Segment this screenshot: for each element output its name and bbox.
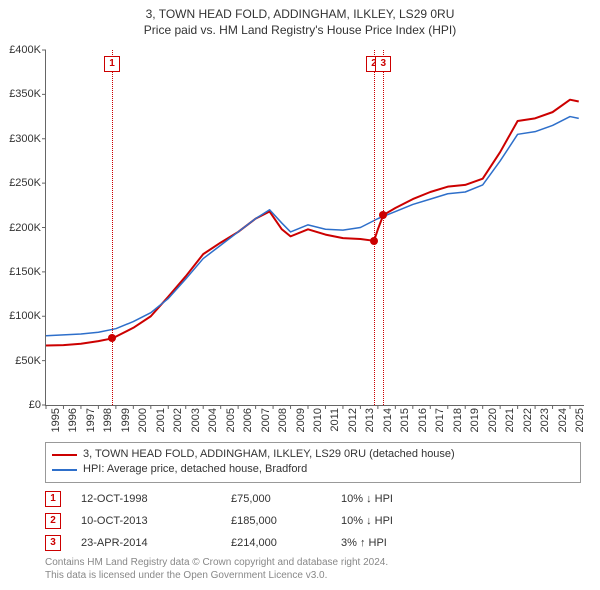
x-axis-label: 2010	[312, 408, 324, 432]
event-diff: 10% ↓ HPI	[341, 493, 451, 505]
x-axis-label: 2008	[277, 408, 289, 432]
event-row: 2 10-OCT-2013£185,00010% ↓ HPI	[45, 510, 581, 532]
footer-line1: Contains HM Land Registry data © Crown c…	[45, 556, 581, 569]
x-axis-label: 2001	[155, 408, 167, 432]
event-price: £75,000	[231, 493, 341, 505]
title-line1: 3, TOWN HEAD FOLD, ADDINGHAM, ILKLEY, LS…	[0, 6, 600, 22]
footer-line2: This data is licensed under the Open Gov…	[45, 569, 581, 582]
x-axis-label: 2014	[382, 408, 394, 432]
x-axis-label: 2021	[504, 408, 516, 432]
x-axis-label: 1995	[50, 408, 62, 432]
event-date: 12-OCT-1998	[81, 493, 231, 505]
event-row: 1 12-OCT-1998£75,00010% ↓ HPI	[45, 488, 581, 510]
x-axis-label: 2019	[469, 408, 481, 432]
x-axis-label: 2018	[452, 408, 464, 432]
x-axis-label: 2007	[260, 408, 272, 432]
y-axis-label: £200K	[9, 222, 41, 234]
y-axis-label: £0	[29, 399, 41, 411]
legend-swatch-hpi	[52, 469, 77, 471]
sale-marker-box: 3	[375, 56, 391, 72]
event-index-box: 1	[45, 491, 61, 507]
y-axis-label: £250K	[9, 177, 41, 189]
event-diff: 10% ↓ HPI	[341, 515, 451, 527]
legend-swatch-property	[52, 454, 77, 456]
y-axis-label: £100K	[9, 310, 41, 322]
chart-svg	[46, 50, 584, 405]
title-line2: Price paid vs. HM Land Registry's House …	[0, 22, 600, 38]
sale-vline	[112, 50, 113, 405]
chart-title: 3, TOWN HEAD FOLD, ADDINGHAM, ILKLEY, LS…	[0, 0, 600, 38]
x-axis-label: 2000	[137, 408, 149, 432]
sale-dot	[108, 334, 116, 342]
event-date: 23-APR-2014	[81, 537, 231, 549]
x-axis-label: 1998	[102, 408, 114, 432]
event-diff: 3% ↑ HPI	[341, 537, 451, 549]
x-axis-label: 2011	[329, 408, 341, 432]
x-axis-label: 2020	[487, 408, 499, 432]
x-axis-label: 2009	[295, 408, 307, 432]
chart-plot-area: £0£50K£100K£150K£200K£250K£300K£350K£400…	[45, 50, 584, 406]
legend-item-hpi: HPI: Average price, detached house, Brad…	[52, 462, 574, 477]
y-axis-label: £150K	[9, 266, 41, 278]
legend-item-property: 3, TOWN HEAD FOLD, ADDINGHAM, ILKLEY, LS…	[52, 447, 574, 462]
sale-marker-box: 1	[104, 56, 120, 72]
sale-dot	[370, 237, 378, 245]
y-axis-label: £50K	[15, 355, 41, 367]
x-axis-label: 2024	[557, 408, 569, 432]
x-axis-label: 2015	[399, 408, 411, 432]
event-price: £214,000	[231, 537, 341, 549]
x-axis-label: 2012	[347, 408, 359, 432]
x-axis-label: 2022	[522, 408, 534, 432]
y-axis-label: £400K	[9, 44, 41, 56]
legend-label-property: 3, TOWN HEAD FOLD, ADDINGHAM, ILKLEY, LS…	[83, 447, 455, 462]
events-table: 1 12-OCT-1998£75,00010% ↓ HPI 2 10-OCT-2013…	[45, 488, 581, 554]
sale-dot	[379, 211, 387, 219]
x-axis-label: 2006	[242, 408, 254, 432]
x-axis-label: 1999	[120, 408, 132, 432]
x-axis-label: 2025	[574, 408, 586, 432]
x-axis-label: 2017	[434, 408, 446, 432]
series-hpi	[46, 117, 579, 336]
sale-vline	[374, 50, 375, 405]
event-date: 10-OCT-2013	[81, 515, 231, 527]
event-index-box: 2	[45, 513, 61, 529]
x-axis-label: 2013	[364, 408, 376, 432]
event-index-box: 3	[45, 535, 61, 551]
event-price: £185,000	[231, 515, 341, 527]
series-property	[46, 100, 579, 346]
x-axis-label: 2005	[225, 408, 237, 432]
y-axis-label: £350K	[9, 88, 41, 100]
event-row: 3 23-APR-2014£214,0003% ↑ HPI	[45, 532, 581, 554]
x-axis-label: 1996	[67, 408, 79, 432]
y-axis-label: £300K	[9, 133, 41, 145]
x-axis-label: 2016	[417, 408, 429, 432]
x-axis-label: 2004	[207, 408, 219, 432]
sale-vline	[383, 50, 384, 405]
footer-attribution: Contains HM Land Registry data © Crown c…	[45, 556, 581, 582]
x-axis-label: 2002	[172, 408, 184, 432]
x-axis-label: 1997	[85, 408, 97, 432]
legend-box: 3, TOWN HEAD FOLD, ADDINGHAM, ILKLEY, LS…	[45, 442, 581, 483]
x-axis-label: 2003	[190, 408, 202, 432]
legend-label-hpi: HPI: Average price, detached house, Brad…	[83, 462, 307, 477]
x-axis-label: 2023	[539, 408, 551, 432]
